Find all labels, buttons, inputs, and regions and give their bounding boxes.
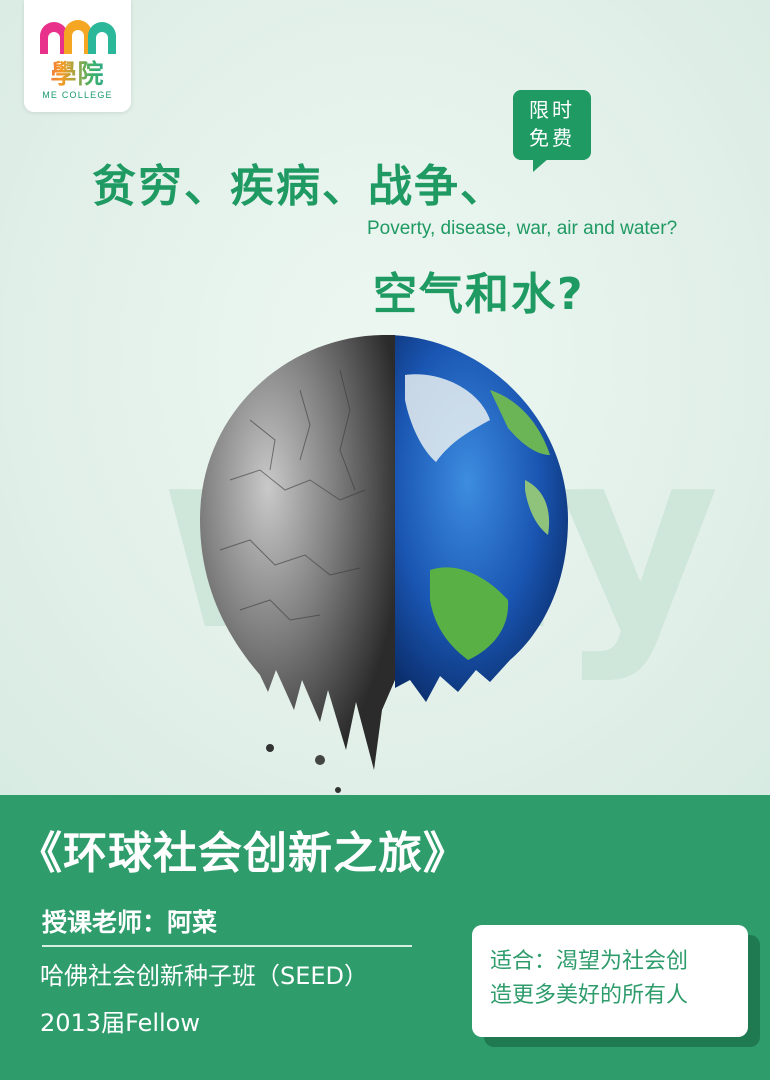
logo-arches-icon bbox=[40, 20, 116, 54]
logo-name-en: ME COLLEGE bbox=[42, 90, 113, 100]
poster-top: why 學院 ME COLLEGE 限时 免费 贫穷、疾病、战争、 Povert… bbox=[0, 0, 770, 795]
headline-line-1: 贫穷、疾病、战争、 bbox=[92, 161, 506, 212]
promo-line-2: 免费 bbox=[529, 126, 575, 150]
audience-card: 适合：渴望为社会创 造更多美好的所有人 bbox=[472, 925, 748, 1037]
headline-line-2: 空气和水? bbox=[373, 269, 585, 320]
logo: 學院 ME COLLEGE bbox=[24, 0, 131, 112]
promo-badge: 限时 免费 bbox=[513, 90, 591, 172]
melting-globe-image bbox=[200, 335, 568, 793]
teacher-credential-1: 哈佛社会创新种子班（SEED） bbox=[40, 962, 369, 990]
divider bbox=[42, 945, 412, 947]
promo-line-1: 限时 bbox=[529, 98, 575, 122]
teacher-label: 授课老师：阿菜 bbox=[42, 908, 218, 937]
logo-name-cn: 學院 bbox=[24, 54, 131, 91]
headline-english: Poverty, disease, war, air and water? bbox=[367, 218, 678, 239]
course-title: 《环球社会创新之旅》 bbox=[18, 828, 468, 879]
audience-line-2: 造更多美好的所有人 bbox=[490, 983, 689, 1008]
audience-line-1: 适合：渴望为社会创 bbox=[490, 949, 689, 974]
teacher-credential-2: 2013届Fellow bbox=[40, 1009, 200, 1037]
